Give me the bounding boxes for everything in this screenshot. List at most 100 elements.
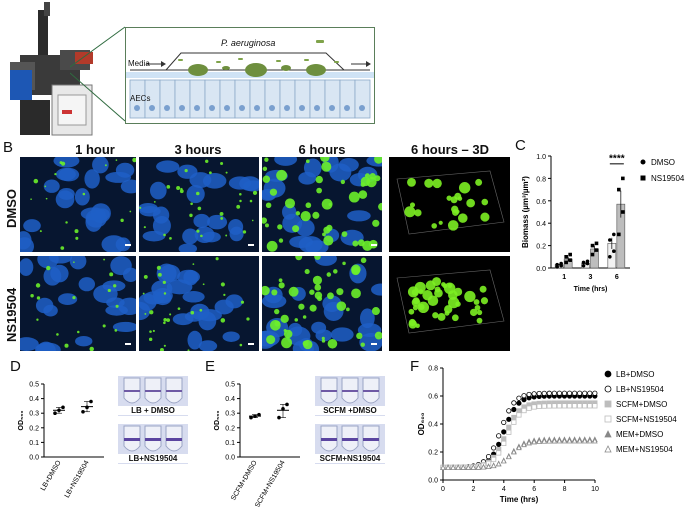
data-point: [501, 436, 507, 442]
micrograph-cells: [139, 159, 259, 252]
data-point: [536, 438, 543, 444]
data-point: [496, 441, 502, 447]
data-point: [581, 260, 586, 265]
data-point: [568, 258, 572, 262]
panel-label-f: F: [410, 358, 420, 375]
x-axis-label: Time (hrs): [574, 286, 608, 293]
y-tick-label: 0.2: [225, 425, 235, 432]
y-axis-label: OD₅₉₀: [18, 410, 25, 430]
data-point: [612, 249, 616, 253]
data-point: [541, 390, 547, 396]
micrograph-dmso-3d: [389, 157, 510, 252]
x-tick-label: LB+DMSO: [40, 459, 63, 492]
tube-image-lb-dmso: LB + DMSO: [118, 376, 188, 416]
data-point: [506, 416, 512, 422]
data-point: [521, 441, 527, 448]
microscope-photo: [0, 0, 120, 140]
data-point: [582, 390, 588, 396]
y-tick-label: 0.4: [536, 221, 546, 228]
legend-label: SCFM+NS19504: [616, 415, 677, 424]
x-tick-label: 4: [502, 486, 506, 493]
tube-image-scfm-ns: SCFM+NS19504: [315, 424, 385, 464]
data-point: [516, 412, 522, 418]
data-point: [546, 390, 552, 396]
data-point: [590, 252, 595, 257]
data-point: [556, 390, 563, 396]
y-tick-label: 0.4: [29, 396, 39, 403]
legend-marker: [640, 175, 646, 181]
data-point: [566, 403, 573, 409]
legend-label: MEM+NS19504: [616, 445, 673, 454]
schematic-box: P. aeruginosa Media AECs: [125, 27, 375, 124]
y-tick-label: 0.0: [29, 455, 39, 462]
data-point: [571, 437, 578, 444]
y-tick-label: 0.0: [225, 455, 235, 462]
data-point: [511, 414, 517, 421]
data-point: [592, 403, 598, 409]
data-point: [501, 419, 507, 426]
data-point: [281, 407, 285, 411]
col-title-6h-3d: 6 hours – 3D: [410, 142, 490, 157]
data-point: [511, 448, 517, 455]
y-tick-label: 0.6: [536, 199, 546, 206]
data-point: [577, 403, 583, 409]
data-point: [555, 262, 559, 267]
legend-marker: [640, 159, 646, 165]
legend-label: DMSO: [651, 158, 675, 167]
data-point: [249, 415, 253, 420]
y-tick-label: 0.0: [536, 266, 546, 273]
data-point: [546, 437, 553, 444]
cells-label: AECs: [130, 94, 151, 103]
x-axis-label: Time (hrs): [500, 495, 539, 504]
micrograph-ns-3h: [139, 256, 259, 351]
data-point: [57, 408, 61, 413]
x-tick-label: 1: [562, 274, 566, 281]
data-point: [604, 415, 612, 423]
data-point: [85, 405, 89, 410]
data-point: [440, 464, 446, 470]
data-point: [586, 437, 593, 444]
data-point: [480, 463, 487, 470]
data-point: [526, 405, 532, 411]
data-point: [536, 403, 542, 409]
data-point: [470, 464, 477, 470]
data-point: [526, 439, 532, 446]
data-point: [257, 412, 261, 417]
data-point: [53, 411, 57, 415]
data-point: [582, 403, 588, 409]
y-tick-label: 0.1: [225, 440, 235, 447]
panel-label-e: E: [205, 358, 216, 375]
data-point: [608, 238, 612, 242]
data-point: [491, 456, 497, 463]
y-tick-label: 0.2: [536, 244, 546, 251]
y-tick-label: 0.2: [428, 450, 438, 457]
data-point: [561, 437, 568, 444]
col-title-1h: 1 hour: [75, 142, 115, 157]
data-point: [506, 424, 512, 430]
organism-label: P. aeruginosa: [221, 38, 276, 48]
data-point: [253, 414, 257, 418]
chart-f-growth-curves: 0.0 0.2 0.4 0.6 0.8 0 2 4 6 8 10 Time (hrs) OD₆₀₀ LB+…: [417, 366, 677, 505]
micrograph-cells: [396, 269, 505, 334]
data-point: [561, 403, 568, 409]
data-point: [604, 400, 612, 408]
y-tick-label: 0.4: [428, 422, 438, 429]
data-point: [475, 464, 482, 470]
x-tick-label: LB+NS19504: [64, 459, 91, 499]
x-tick-label: 10: [591, 486, 599, 493]
row-title-dmso: DMSO: [4, 189, 19, 228]
x-tick-label: SCFM+NS19504: [254, 459, 287, 507]
y-tick-label: 0.8: [536, 176, 546, 183]
y-tick-label: 0.0: [428, 478, 438, 485]
micrograph-dmso-3h: [139, 157, 259, 252]
y-tick-label: 0.8: [428, 366, 438, 373]
data-point: [564, 260, 568, 265]
data-point: [577, 390, 583, 396]
col-title-3h: 3 hours: [174, 142, 222, 157]
data-point: [576, 437, 583, 444]
data-point: [516, 400, 522, 406]
data-point: [617, 187, 621, 192]
data-point: [460, 464, 467, 470]
data-point: [465, 464, 472, 470]
data-point: [587, 390, 593, 396]
